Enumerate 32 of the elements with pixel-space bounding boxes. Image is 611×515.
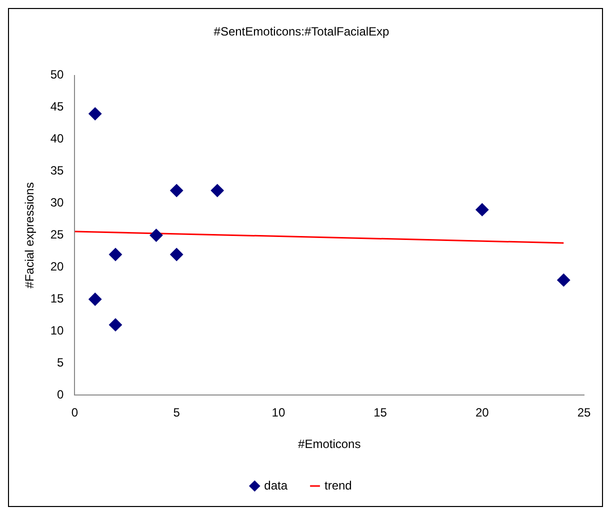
y-axis-title: #Facial expressions bbox=[22, 182, 37, 288]
y-tick-label: 30 bbox=[50, 196, 64, 210]
point bbox=[150, 228, 163, 242]
point bbox=[170, 184, 184, 198]
y-tick-label: 20 bbox=[50, 260, 64, 274]
point bbox=[108, 318, 122, 332]
y-tick-label: 5 bbox=[57, 356, 64, 370]
y-tick-label: 50 bbox=[50, 68, 64, 82]
x-tick-label: 10 bbox=[272, 406, 286, 420]
x-axis-title: #Emoticons bbox=[298, 437, 361, 452]
y-tick-label: 15 bbox=[50, 292, 64, 306]
point bbox=[108, 248, 122, 261]
y-tick-label: 0 bbox=[57, 388, 64, 402]
chart-title: #SentEmoticons:#TotalFacialExp bbox=[214, 24, 390, 39]
point bbox=[88, 292, 102, 306]
x-tick-label: 0 bbox=[71, 406, 78, 420]
y-tick-label: 35 bbox=[50, 164, 64, 178]
point bbox=[170, 248, 184, 261]
legend-label: data bbox=[264, 478, 288, 492]
x-tick-label: 15 bbox=[374, 406, 388, 420]
point bbox=[88, 107, 102, 120]
legend-label: trend bbox=[324, 478, 352, 492]
point bbox=[557, 274, 570, 287]
y-tick-label: 25 bbox=[50, 228, 64, 242]
point bbox=[210, 184, 224, 198]
y-tick-label: 40 bbox=[50, 132, 64, 146]
x-tick-label: 20 bbox=[475, 406, 490, 420]
point bbox=[476, 203, 489, 216]
x-tick-label: 5 bbox=[173, 406, 180, 420]
y-tick-label: 45 bbox=[50, 100, 64, 114]
y-tick-label: 10 bbox=[50, 324, 64, 338]
x-tick-label: 25 bbox=[577, 406, 591, 420]
